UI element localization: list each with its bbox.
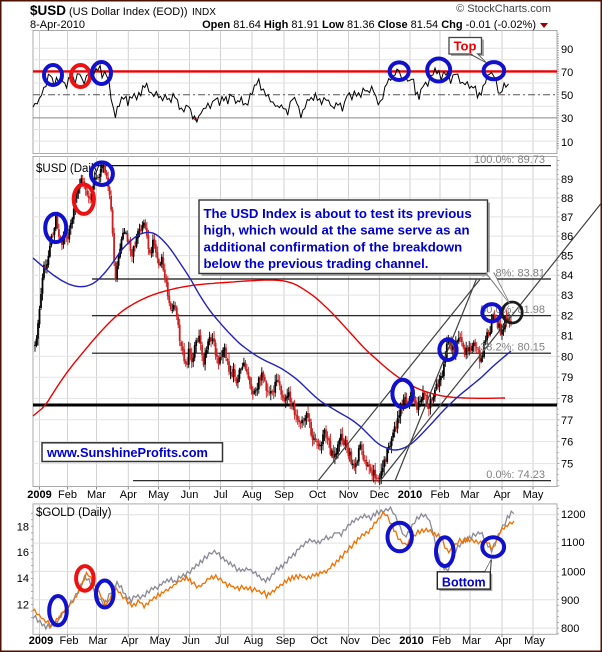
svg-text:May: May — [524, 635, 545, 647]
svg-text:1000: 1000 — [561, 566, 585, 578]
svg-text:Dec: Dec — [370, 489, 390, 501]
svg-text:14: 14 — [17, 573, 29, 585]
svg-text:$GOLD (Daily): $GOLD (Daily) — [36, 507, 112, 519]
svg-text:900: 900 — [561, 595, 579, 607]
svg-text:Bottom: Bottom — [442, 575, 486, 589]
svg-text:additional confirmation of the: additional confirmation of the breakdown — [204, 239, 463, 254]
svg-text:Mar: Mar — [461, 489, 480, 501]
svg-text:Mar: Mar — [89, 635, 108, 647]
svg-text:80: 80 — [561, 351, 573, 363]
svg-text:Jul: Jul — [215, 635, 229, 647]
svg-text:Open 81.64 High 81.91 Low 81.3: Open 81.64 High 81.91 Low 81.36 Close 81… — [202, 19, 536, 31]
svg-text:10: 10 — [561, 137, 573, 149]
svg-text:Jun: Jun — [181, 489, 199, 501]
svg-text:Jul: Jul — [213, 489, 227, 501]
svg-text:$USD (Daily): $USD (Daily) — [36, 163, 103, 175]
svg-text:Nov: Nov — [339, 489, 359, 501]
svg-text:61.8%: 83.81: 61.8%: 83.81 — [480, 268, 545, 280]
svg-text:Feb: Feb — [58, 489, 77, 501]
svg-text:2009: 2009 — [29, 635, 53, 647]
svg-text:16: 16 — [17, 547, 29, 559]
svg-text:Mar: Mar — [87, 489, 106, 501]
svg-text:Mar: Mar — [462, 635, 481, 647]
svg-text:Sep: Sep — [276, 635, 296, 647]
svg-text:Nov: Nov — [340, 635, 360, 647]
svg-text:70: 70 — [561, 67, 573, 79]
svg-text:2009: 2009 — [27, 489, 51, 501]
svg-text:© StockCharts.com: © StockCharts.com — [456, 3, 551, 15]
svg-text:Dec: Dec — [371, 635, 391, 647]
svg-text:8-Apr-2010: 8-Apr-2010 — [30, 19, 85, 31]
svg-text:79: 79 — [561, 372, 573, 384]
svg-text:2010: 2010 — [399, 635, 423, 647]
svg-text:May: May — [523, 489, 544, 501]
svg-text:Aug: Aug — [244, 635, 264, 647]
svg-text:The USD Index is about to test: The USD Index is about to test its previ… — [204, 206, 472, 221]
svg-text:0.0%: 74.23: 0.0%: 74.23 — [486, 469, 545, 481]
svg-text:83: 83 — [561, 290, 573, 302]
svg-text:82: 82 — [561, 310, 573, 322]
svg-text:87: 87 — [561, 212, 573, 224]
svg-text:88: 88 — [561, 193, 573, 205]
svg-text:1100: 1100 — [561, 537, 585, 549]
svg-text:INDX: INDX — [192, 7, 216, 18]
svg-text:800: 800 — [561, 623, 579, 635]
svg-text:30: 30 — [561, 113, 573, 125]
svg-text:Oct: Oct — [309, 489, 326, 501]
svg-text:high, which would at the same: high, which would at the same serve as a… — [204, 223, 470, 238]
svg-text:86: 86 — [561, 231, 573, 243]
svg-text:Apr: Apr — [493, 489, 510, 501]
svg-text:1200: 1200 — [561, 509, 585, 521]
svg-text:84: 84 — [561, 270, 573, 282]
svg-text:Oct: Oct — [310, 635, 327, 647]
svg-text:below the previous trading cha: below the previous trading channel. — [204, 256, 429, 271]
svg-text:50: 50 — [561, 90, 573, 102]
svg-text:Apr: Apr — [121, 635, 138, 647]
svg-text:Apr: Apr — [120, 489, 137, 501]
svg-text:May: May — [148, 489, 169, 501]
svg-text:Feb: Feb — [60, 635, 79, 647]
svg-text:$USD: $USD — [30, 3, 66, 18]
svg-text:Feb: Feb — [432, 635, 451, 647]
svg-text:Sep: Sep — [274, 489, 294, 501]
svg-text:Aug: Aug — [242, 489, 262, 501]
svg-text:Apr: Apr — [495, 635, 512, 647]
svg-text:Jun: Jun — [182, 635, 200, 647]
svg-text:Top: Top — [454, 39, 477, 54]
svg-text:18: 18 — [17, 521, 29, 533]
svg-text:76: 76 — [561, 437, 573, 449]
svg-text:2010: 2010 — [398, 489, 422, 501]
svg-text:77: 77 — [561, 415, 573, 427]
svg-text:38.2%: 80.15: 38.2%: 80.15 — [480, 342, 545, 354]
svg-text:89: 89 — [561, 174, 573, 186]
svg-text:78: 78 — [561, 393, 573, 405]
svg-text:12: 12 — [17, 600, 29, 612]
svg-text:75: 75 — [561, 459, 573, 471]
svg-text:85: 85 — [561, 251, 573, 263]
svg-text:www.SunshineProfits.com: www.SunshineProfits.com — [46, 445, 208, 460]
svg-text:Feb: Feb — [431, 489, 450, 501]
svg-text:81: 81 — [561, 331, 573, 343]
svg-text:May: May — [150, 635, 171, 647]
svg-text:(US Dollar Index (EOD)): (US Dollar Index (EOD)) — [69, 6, 188, 18]
svg-text:100.0%: 89.73: 100.0%: 89.73 — [474, 154, 545, 166]
svg-text:90: 90 — [561, 44, 573, 56]
